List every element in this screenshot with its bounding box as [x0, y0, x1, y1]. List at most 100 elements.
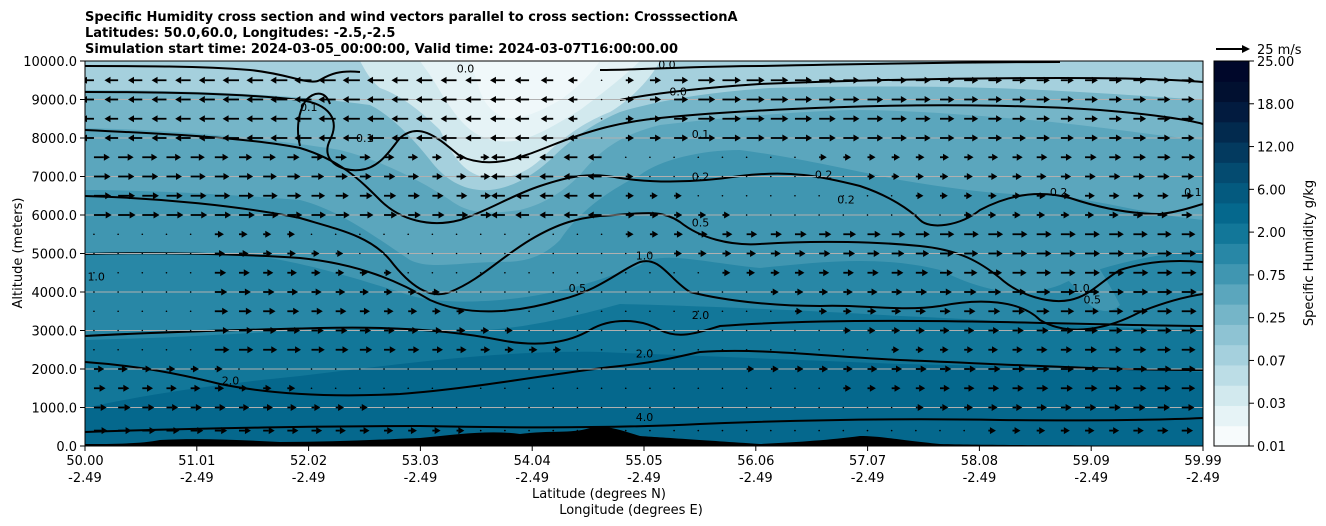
wind-vector-head	[1115, 115, 1122, 123]
wind-vector-head	[339, 427, 346, 435]
wind-vector	[649, 291, 651, 293]
wind-vector	[479, 271, 482, 274]
wind-vector-head	[1141, 365, 1148, 373]
wind-vector-head	[436, 346, 443, 354]
wind-vector	[600, 329, 603, 332]
wind-vector	[721, 368, 724, 370]
wind-vector	[383, 406, 385, 409]
wind-vector	[624, 406, 627, 409]
wind-vector-head	[367, 96, 374, 103]
wind-vector-head	[1188, 96, 1195, 103]
wind-vector-head	[338, 404, 345, 411]
wind-vector-head	[1019, 288, 1026, 296]
wind-vector-head	[682, 96, 689, 103]
wind-vector-head	[748, 365, 755, 373]
wind-vector-head	[270, 327, 277, 334]
wind-vector-head	[1164, 96, 1171, 103]
wind-vector	[528, 406, 530, 409]
wind-vector	[238, 368, 240, 370]
wind-vector-head	[806, 134, 813, 142]
wind-vector	[310, 387, 313, 390]
wind-vector-head	[153, 211, 160, 219]
wind-vector	[576, 348, 579, 351]
wind-vector-head	[847, 269, 854, 277]
wind-vector-head	[587, 211, 594, 219]
wind-vector-head	[822, 288, 829, 296]
wind-vector-head	[294, 327, 301, 334]
contour-label: 0.0	[457, 63, 475, 76]
wind-vector	[842, 194, 845, 197]
wind-vector-head	[342, 115, 349, 123]
wind-vector-head	[391, 134, 398, 142]
wind-vector-head	[410, 288, 417, 296]
wind-vector	[697, 406, 700, 409]
contour-01a	[85, 91, 1203, 172]
wind-vector	[93, 252, 95, 255]
wind-vector-head	[98, 365, 105, 373]
wind-vector-head	[246, 76, 253, 84]
wind-vector-head	[491, 192, 498, 200]
x-tick-label-lon: -2.49	[1074, 471, 1108, 486]
wind-vector	[431, 406, 434, 409]
wind-vector-head	[900, 76, 907, 84]
wind-vector-head	[198, 76, 205, 84]
wind-vector	[890, 406, 893, 409]
wind-vector-head	[782, 96, 789, 103]
wind-vector	[600, 117, 603, 120]
wind-vector	[649, 368, 651, 370]
wind-vector	[576, 406, 579, 409]
colorbar-label: Specific Humidity g/kg	[1302, 180, 1317, 326]
colorbar-band	[1214, 283, 1249, 305]
wind-vector	[649, 348, 651, 351]
wind-vector-head	[367, 134, 374, 142]
wind-vector-head	[1189, 346, 1196, 354]
wind-vector-head	[627, 134, 634, 142]
y-tick-label: 2000.0	[32, 363, 78, 378]
wind-vector-head	[366, 346, 373, 354]
contour-label: 0.2	[1050, 186, 1068, 199]
wind-vector	[479, 233, 482, 236]
wind-vector-head	[924, 115, 931, 123]
wind-vector-head	[1166, 269, 1173, 277]
wind-vector-head	[484, 173, 491, 180]
wind-vector-head	[1069, 230, 1076, 238]
wind-vector-head	[972, 96, 979, 103]
wind-vector-head	[540, 96, 547, 103]
wind-vector-head	[567, 96, 574, 103]
wind-vector	[528, 368, 530, 370]
y-tick-label: 5000.0	[32, 248, 78, 263]
wind-vector-head	[782, 134, 789, 142]
wind-vector-head	[1017, 327, 1024, 334]
colorbar-tick-label: 18.00	[1257, 98, 1294, 113]
wind-vector-head	[1018, 307, 1025, 315]
wind-vector-head	[367, 76, 374, 84]
wind-vector-head	[1165, 230, 1172, 238]
wind-vector-head	[459, 327, 466, 334]
wind-vector-head	[364, 153, 371, 161]
wind-vector-head	[724, 211, 731, 219]
wind-vector	[334, 233, 337, 236]
wind-vector-head	[943, 327, 950, 334]
contour-label: 0.1	[356, 132, 374, 145]
wind-vector-head	[1092, 307, 1099, 315]
wind-vector-head	[489, 76, 496, 84]
wind-vector-head	[1165, 365, 1172, 373]
wind-vector-head	[1140, 346, 1147, 354]
wind-vector-head	[869, 327, 876, 334]
wind-vector-head	[1043, 115, 1050, 123]
wind-vector-head	[489, 134, 496, 142]
wind-vector-head	[1137, 211, 1144, 219]
wind-vector	[697, 348, 700, 351]
wind-vector-head	[1164, 76, 1171, 84]
x-tick-label-lat: 50.00	[66, 454, 103, 469]
wind-vector	[165, 310, 168, 313]
wind-vector-head	[363, 307, 370, 315]
wind-vector-head	[128, 96, 135, 103]
wind-vector-head	[175, 115, 182, 123]
wind-vector	[383, 252, 385, 255]
wind-vector-head	[1139, 153, 1146, 161]
wind-vector	[721, 406, 724, 409]
wind-vector	[745, 156, 748, 159]
wind-vector-head	[1162, 427, 1169, 435]
wind-vector-head	[1089, 173, 1096, 180]
